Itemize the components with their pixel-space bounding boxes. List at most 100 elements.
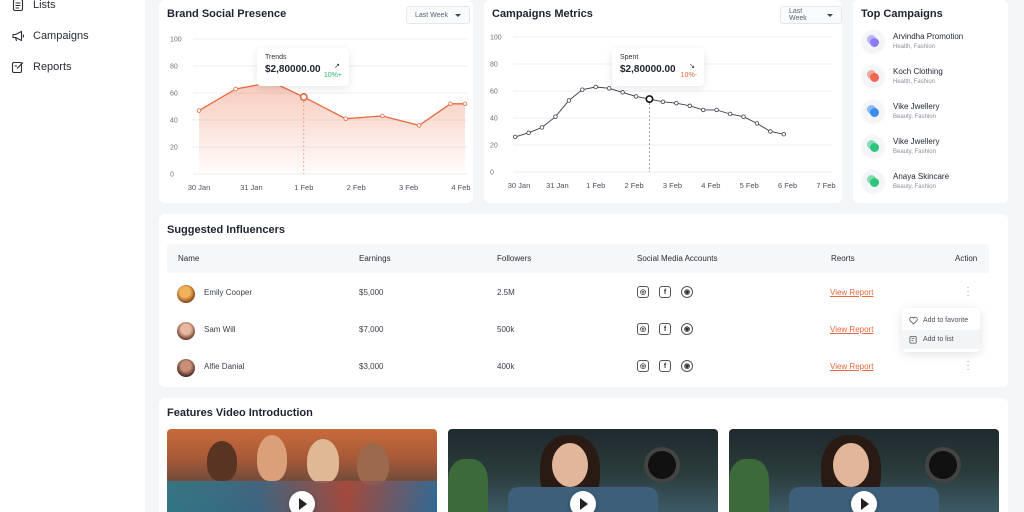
sidebar: Lists Campaigns Reports	[0, 0, 145, 512]
campaign-period-dropdown[interactable]: Last Week	[780, 6, 842, 24]
data-point	[526, 130, 531, 136]
table-header: Name Earnings Followers Social Media Acc…	[167, 244, 989, 273]
x-tick-label: 30 Jan	[188, 183, 211, 192]
x-tick-label: 4 Feb	[451, 183, 470, 192]
megaphone-icon	[12, 30, 24, 42]
campaign-item[interactable]: Arvindha Promotion Health, Fashion	[862, 30, 963, 52]
tooltip-label: Spent	[620, 54, 639, 61]
play-icon[interactable]	[570, 491, 596, 512]
campaign-name: Koch Clothing	[893, 67, 943, 76]
facebook-icon[interactable]: f	[659, 286, 671, 298]
campaign-category: Health, Fashion	[893, 44, 936, 50]
x-tick-label: 7 Feb	[816, 181, 835, 190]
campaign-item[interactable]: Anaya Skincare Beauty, Fashion	[862, 170, 949, 192]
data-point	[754, 121, 760, 126]
y-tick-label: 80	[490, 62, 498, 69]
y-tick-label: 40	[490, 116, 498, 123]
data-point	[727, 111, 733, 117]
data-point	[687, 103, 692, 109]
y-tick-label: 0	[490, 170, 494, 177]
y-tick-label: 100	[170, 37, 182, 44]
campaign-chart-card: Campaigns Metrics Last Week 100 80 60 40 20 0…	[484, 0, 842, 203]
tooltip-value: $2,80000.00	[620, 64, 676, 75]
tooltip-value: $2,80000.00	[265, 64, 321, 75]
brand-period-dropdown[interactable]: Last Week	[406, 6, 470, 24]
x-tick-label: 2 Feb	[347, 183, 366, 192]
data-point	[606, 86, 612, 91]
instagram-icon[interactable]: ◎	[637, 360, 649, 372]
sidebar-item-campaigns[interactable]: Campaigns	[11, 29, 89, 43]
campaign-item[interactable]: Koch Clothing Health, Fashion	[862, 65, 943, 87]
sidebar-item-reports[interactable]: Reports	[11, 60, 72, 74]
area-fill	[199, 82, 465, 174]
influencer-followers: 500k	[497, 325, 515, 334]
sidebar-item-lists[interactable]: Lists	[11, 0, 56, 12]
snapchat-icon[interactable]: ◉	[681, 286, 693, 298]
influencer-earnings: $5,000	[359, 288, 384, 297]
campaign-logo-icon	[862, 30, 884, 52]
facebook-icon[interactable]: f	[659, 360, 671, 372]
tooltip-change: 10%+	[323, 72, 342, 79]
x-tick-label: 30 Jan	[508, 181, 531, 190]
campaign-name: Arvindha Promotion	[893, 32, 964, 41]
data-point	[553, 114, 558, 119]
x-tick-label: 2 Feb	[625, 181, 644, 190]
influencers-card: Suggested Influencers Name Earnings Foll…	[159, 214, 1008, 387]
more-vertical-icon[interactable]: · · ·	[966, 282, 970, 301]
play-icon[interactable]	[289, 491, 315, 512]
snapchat-icon[interactable]: ◉	[681, 323, 693, 335]
influencer-name: Alfie Danial	[204, 362, 245, 371]
data-point	[660, 99, 666, 104]
view-report-link[interactable]: View Report	[830, 325, 874, 334]
facebook-icon[interactable]: f	[659, 323, 671, 335]
view-report-link[interactable]: View Report	[830, 362, 874, 371]
col-followers: Followers	[497, 254, 532, 263]
data-point	[343, 116, 348, 121]
chevron-down-icon	[454, 13, 461, 17]
video-thumbnail[interactable]	[448, 429, 718, 512]
view-report-link[interactable]: View Report	[830, 288, 874, 297]
x-tick-label: 3 Feb	[399, 183, 418, 192]
col-social: Social Media Accounts	[637, 254, 718, 263]
x-tick-label: 6 Feb	[778, 181, 797, 190]
instagram-icon[interactable]: ◎	[637, 323, 649, 335]
avatar	[177, 322, 195, 340]
data-point	[233, 86, 238, 92]
add-to-list-item[interactable]: Add to list	[902, 330, 980, 349]
add-to-favorite-item[interactable]: Add to favorite	[902, 311, 980, 330]
data-point	[741, 114, 746, 119]
data-point	[620, 90, 625, 95]
data-point	[512, 134, 518, 140]
sidebar-item-label: Campaigns	[33, 30, 89, 42]
brand-chart-card: Brand Social Presence Last Week 100 80 60 4…	[159, 0, 473, 203]
campaign-name: Vike Jwellery	[893, 102, 940, 111]
influencer-followers: 2.5M	[497, 288, 515, 297]
x-tick-label: 1 Feb	[586, 181, 605, 190]
instagram-icon[interactable]: ◎	[637, 286, 649, 298]
campaign-item[interactable]: Vike Jwellery Beauty, Fashion	[862, 100, 940, 122]
more-vertical-icon[interactable]: · · ·	[966, 356, 970, 375]
campaign-chart-tooltip: Spent $2,80000.00 ↘ 10%-	[612, 48, 704, 86]
menu-item-label: Add to list	[923, 336, 954, 343]
brand-chart-plot: 100 80 60 40 20 0 30 Jan 31 Jan 1 Feb 2 Feb 3 Feb 4…	[170, 37, 471, 193]
sidebar-item-label: Reports	[33, 61, 72, 73]
snapchat-icon[interactable]: ◉	[681, 360, 693, 372]
top-campaigns-title: Top Campaigns	[861, 8, 943, 20]
data-point	[196, 108, 202, 113]
play-icon[interactable]	[851, 491, 877, 512]
video-thumbnail[interactable]	[729, 429, 999, 512]
influencer-name: Emily Cooper	[204, 288, 253, 297]
campaign-item[interactable]: Vike Jwellery Beauty, Fashion	[862, 135, 940, 157]
campaign-category: Beauty, Fashion	[893, 149, 936, 155]
data-point	[462, 101, 468, 106]
influencers-title: Suggested Influencers	[167, 224, 285, 236]
social-accounts: ◎ f ◉	[637, 323, 693, 335]
campaign-logo-icon	[862, 100, 884, 122]
chevron-down-icon	[827, 13, 833, 17]
video-thumbnail[interactable]	[167, 429, 437, 512]
data-point	[768, 129, 773, 134]
data-point	[580, 87, 585, 92]
x-tick-label: 3 Feb	[663, 181, 682, 190]
influencer-earnings: $7,000	[359, 325, 384, 334]
campaign-logo-icon	[862, 170, 884, 192]
